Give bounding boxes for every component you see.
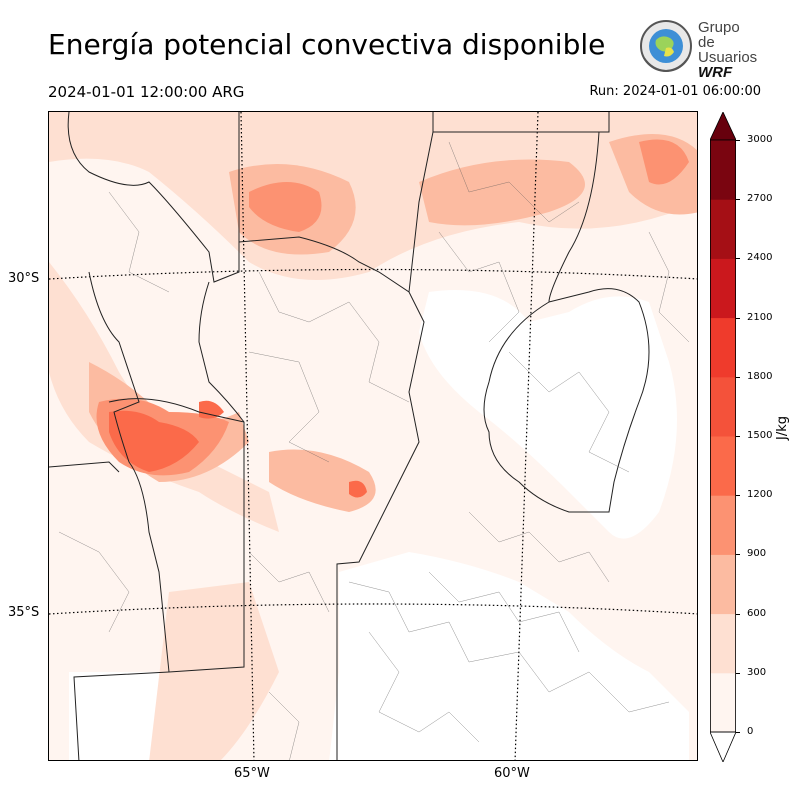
colorbar-tick-mark	[736, 376, 740, 378]
colorbar-tick-mark	[736, 732, 740, 733]
longitude-label-60w: 60°W	[494, 766, 530, 781]
cape-600-region	[419, 159, 585, 226]
colorbar	[710, 112, 736, 762]
latitude-label-35s: 35°S	[8, 605, 40, 620]
valid-time-label: 2024-01-01 12:00:00 ARG	[48, 83, 245, 101]
colorbar-tick-label: 600	[747, 607, 767, 619]
colorbar-tick-label: 1200	[747, 489, 773, 501]
colorbar-segment	[710, 317, 736, 378]
longitude-line-65w	[240, 112, 255, 760]
logo-line-3: WRF	[698, 64, 733, 81]
cape-900-region	[249, 182, 322, 232]
province-border	[67, 112, 240, 283]
colorbar-segment	[710, 613, 736, 674]
colorbar-tick-mark	[736, 258, 740, 260]
logo-line-2: Usuarios	[698, 49, 758, 66]
province-border	[483, 131, 650, 513]
run-time-label: Run: 2024-01-01 06:00:00	[589, 84, 761, 99]
colorbar-segment	[710, 376, 736, 437]
cape-900-region	[639, 139, 689, 185]
logo-line-1: Grupo de	[698, 19, 740, 51]
province-border	[432, 112, 610, 133]
colorbar-tick-label: 1800	[747, 370, 773, 382]
colorbar-segment	[710, 199, 736, 259]
cape-1200-region	[199, 400, 224, 419]
colorbar-tick-mark	[736, 199, 740, 201]
colorbar-segment	[710, 258, 736, 319]
colorbar-segment	[710, 554, 736, 615]
province-border	[408, 131, 434, 293]
colorbar-over-arrow	[710, 112, 736, 141]
colorbar-tick-label: 2400	[747, 252, 773, 264]
cape-zero-region	[419, 290, 677, 539]
province-border	[108, 398, 245, 423]
colorbar-under-arrow	[710, 731, 736, 762]
cape-600-region	[269, 449, 376, 512]
province-border	[88, 271, 170, 673]
cape-zero-region	[329, 552, 689, 760]
province-border	[49, 461, 120, 473]
cape-map-svg	[49, 112, 697, 760]
colorbar-segment	[710, 672, 736, 733]
longitude-label-65w: 65°W	[234, 766, 270, 781]
colorbar-tick-label: 900	[747, 548, 767, 560]
grupo-usuarios-wrf-logo: Grupo de Usuarios WRF	[638, 18, 758, 80]
colorbar-unit-label: J/kg	[775, 416, 790, 440]
colorbar-tick-mark	[736, 317, 740, 319]
province-boundaries	[49, 112, 650, 760]
colorbar-tick-label: 2700	[747, 193, 773, 205]
colorbar-frame	[710, 139, 736, 733]
latitude-line-35s	[49, 603, 697, 615]
globe-logo-icon	[640, 20, 692, 73]
colorbar-segment	[710, 436, 736, 496]
colorbar-tick-mark	[736, 672, 740, 674]
cape-1200-region	[109, 410, 199, 472]
province-border	[73, 281, 245, 760]
cape-map	[48, 111, 698, 761]
cape-300-region	[149, 582, 279, 760]
latitude-label-30s: 30°S	[8, 271, 40, 286]
page-title: Energía potencial convectiva disponible	[48, 28, 606, 61]
colorbar-segment	[710, 495, 736, 555]
colorbar-tick-label: 0	[747, 726, 754, 737]
colorbar-tick-label: 3000	[747, 134, 773, 145]
department-boundaries	[58, 141, 690, 760]
province-border	[238, 236, 425, 760]
colorbar-tick-label: 300	[747, 666, 767, 678]
colorbar-segment	[710, 140, 736, 200]
colorbar-tick-label: 2100	[747, 311, 773, 323]
colorbar-tick-mark	[736, 554, 740, 556]
cape-zero-region	[69, 672, 164, 760]
colorbar-tick-mark	[736, 495, 740, 497]
cape-shading-layer	[49, 112, 697, 760]
cape-300-region	[49, 112, 697, 280]
colorbar-tick-label: 1500	[747, 430, 773, 441]
colorbar-tick-mark	[736, 140, 740, 141]
cape-1200-region	[349, 480, 367, 498]
colorbar-tick-mark	[736, 436, 740, 437]
longitude-line-60w	[514, 112, 539, 760]
colorbar-tick-mark	[736, 613, 740, 615]
